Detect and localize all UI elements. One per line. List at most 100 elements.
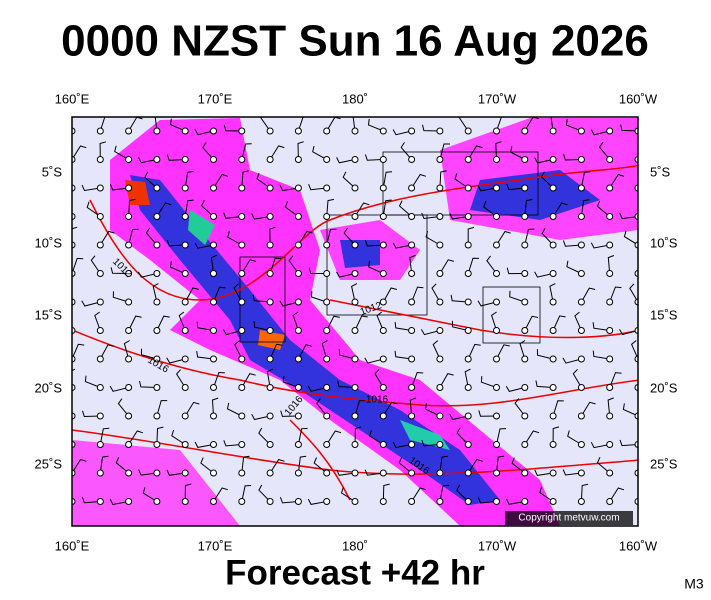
wind-barb: [284, 201, 299, 217]
station: [408, 156, 416, 163]
wind-barb: [211, 397, 219, 417]
wind-barb: [241, 170, 249, 189]
longitude-label: 160˚W: [619, 538, 658, 553]
wind-barb: [580, 171, 591, 189]
station: [210, 384, 217, 391]
latitude-label: 10˚S: [35, 235, 63, 250]
station: [436, 270, 444, 277]
station: [323, 327, 331, 334]
wind-barb: [269, 257, 282, 274]
wind-barb: [367, 118, 384, 132]
wind-barb: [398, 200, 412, 217]
wind-barb: [439, 373, 454, 388]
station: [577, 270, 585, 277]
wind-barb: [534, 469, 554, 476]
wind-barb: [213, 286, 226, 303]
wind-barb: [439, 259, 455, 274]
wind-barb: [184, 171, 194, 189]
wind-barb: [409, 254, 416, 274]
station: [125, 384, 133, 391]
station: [125, 156, 133, 163]
wind-barb: [156, 426, 164, 445]
station: [549, 327, 557, 334]
wind-barb: [364, 154, 384, 161]
wind-barb: [266, 368, 274, 388]
wind-barb: [297, 455, 307, 474]
wind-barb: [580, 287, 596, 303]
station: [549, 298, 557, 306]
wind-barb: [394, 321, 412, 331]
wind-barb: [308, 184, 327, 191]
wind-barb: [90, 255, 101, 274]
station: [408, 127, 416, 135]
wind-barb: [241, 373, 256, 388]
station: [153, 355, 161, 363]
wind-barb: [123, 340, 130, 360]
latitude-label: 10˚S: [650, 235, 678, 250]
wind-barb: [449, 213, 469, 220]
wind-barb: [467, 343, 481, 360]
wind-barb: [128, 228, 139, 246]
wind-barb: [234, 340, 243, 360]
wind-barb: [169, 261, 186, 274]
wind-barb: [540, 171, 554, 189]
station: [181, 213, 189, 220]
station: [521, 498, 529, 505]
wind-barb: [598, 141, 611, 160]
station: [181, 270, 189, 277]
station: [323, 184, 331, 192]
wind-barb: [269, 226, 276, 246]
station: [464, 469, 472, 477]
station: [125, 441, 133, 448]
wind-barb: [464, 368, 471, 388]
wind-barb: [184, 287, 199, 303]
station: [464, 498, 472, 505]
station: [436, 355, 444, 363]
wind-barb: [342, 171, 356, 189]
wind-barb: [312, 145, 327, 160]
wind-barb: [81, 300, 101, 307]
station: [493, 241, 500, 249]
wind-barb: [72, 368, 76, 388]
wind-barb: [326, 315, 340, 331]
latitude-label: 5˚S: [650, 164, 671, 179]
station: [294, 384, 302, 391]
station: [464, 213, 472, 220]
station: [606, 127, 614, 135]
station: [210, 441, 217, 448]
wind-barb: [534, 271, 554, 278]
wind-barb: [109, 498, 129, 506]
wind-barb: [509, 290, 525, 303]
station: [125, 327, 133, 334]
wind-barb: [99, 141, 107, 160]
wind-barb: [213, 173, 229, 189]
station: [96, 498, 104, 505]
station: [323, 213, 331, 220]
station: [153, 498, 161, 505]
wind-barb: [505, 385, 525, 392]
wind-barb: [321, 340, 328, 360]
wind-barb: [511, 457, 526, 474]
wind-barb: [279, 184, 299, 192]
station: [96, 127, 104, 135]
wind-barb: [467, 145, 483, 160]
longitude-label: 180˚: [342, 91, 368, 106]
wind-barb: [72, 343, 85, 360]
wind-barb: [637, 174, 638, 188]
wind-barb: [637, 469, 638, 473]
wind-barb: [364, 357, 384, 364]
wind-barb: [194, 129, 214, 136]
wind-barb: [552, 202, 568, 217]
station: [153, 213, 161, 220]
station: [153, 327, 161, 334]
station: [606, 184, 614, 192]
station: [266, 384, 274, 391]
station: [153, 469, 161, 477]
station: [493, 127, 500, 135]
wind-barb: [269, 458, 285, 474]
wind-barb: [114, 145, 129, 160]
wind-barb: [184, 199, 194, 217]
wind-barb: [251, 213, 271, 220]
station: [181, 241, 189, 249]
